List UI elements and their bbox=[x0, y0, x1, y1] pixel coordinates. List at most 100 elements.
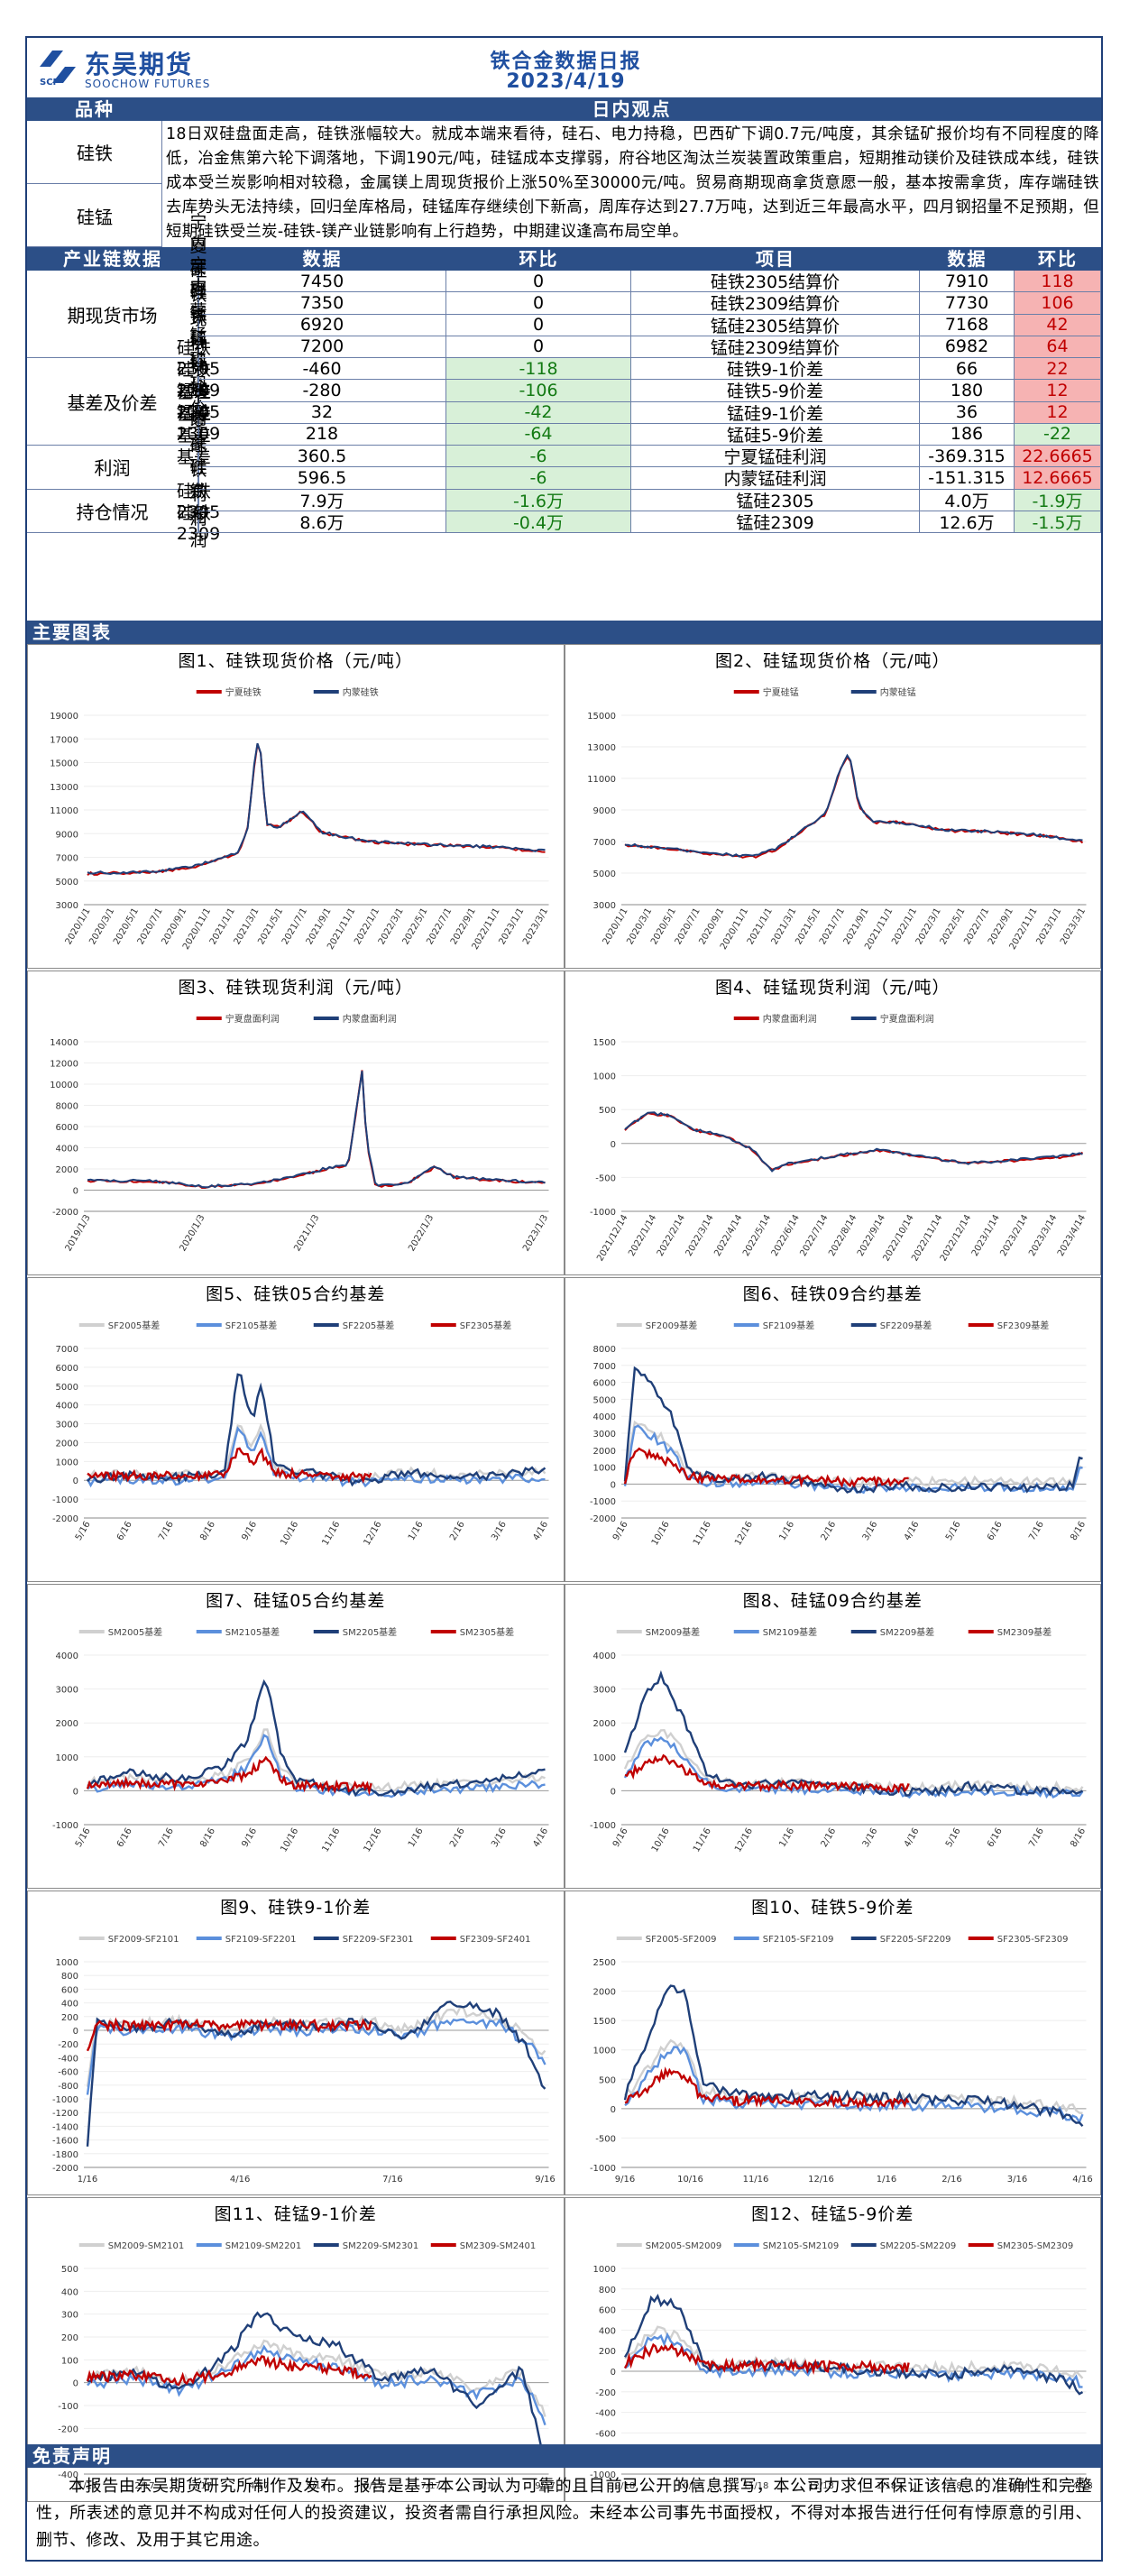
y-tick-label: -1000 bbox=[589, 2470, 615, 2480]
legend-label: SF2205-SF2209 bbox=[879, 1935, 951, 1945]
y-tick-label: 400 bbox=[61, 2000, 78, 2010]
y-tick-label: -200 bbox=[58, 2424, 78, 2434]
x-tick-label: 10/16 bbox=[649, 1826, 671, 1854]
y-tick-label: 2000 bbox=[56, 1439, 78, 1449]
view-col-header: 日内观点 bbox=[592, 98, 672, 120]
logo-en: SOOCHOW FUTURES bbox=[85, 78, 211, 90]
table-value: 0 bbox=[446, 271, 631, 293]
table-group-label: 期现货市场 bbox=[27, 271, 198, 358]
table-value: -369.315 bbox=[920, 446, 1015, 468]
series-line bbox=[623, 1670, 1083, 1798]
legend-label: SF2009-SF2101 bbox=[108, 1935, 179, 1945]
table-value: 7.9万 bbox=[198, 489, 446, 511]
legend-label: SM2105-SM2109 bbox=[762, 2241, 838, 2251]
chart-title: 图5、硅铁05合约基差 bbox=[206, 1284, 386, 1304]
variety-silicomanganese: 硅锰 bbox=[77, 206, 113, 228]
table-value: -0.4万 bbox=[446, 511, 631, 533]
chart-panel: 图2、硅锰现货价格（元/吨） 宁夏硅锰 内蒙硅锰 3000 5000 7000 9000 11… bbox=[564, 644, 1101, 969]
series-line bbox=[624, 1753, 910, 1794]
y-tick-label: -1000 bbox=[589, 1497, 615, 1507]
y-tick-label: -400 bbox=[595, 2409, 616, 2419]
x-tick-label: 7/16 bbox=[1027, 1826, 1046, 1849]
x-tick-label: 3/16 bbox=[490, 1826, 509, 1849]
chart-svg: SF2009基差 SF2109基差 SF2209基差 SF2309基差 -2000 -10… bbox=[589, 1320, 1087, 1547]
x-tick-label: 6/16 bbox=[115, 1520, 134, 1542]
x-tick-label: 12/16 bbox=[808, 2175, 834, 2185]
chart-svg: SF2005基差 SF2105基差 SF2205基差 SF2305基差 -2000 -10… bbox=[52, 1320, 550, 1547]
table-value: 0 bbox=[446, 292, 631, 315]
legend-label: SF2105基差 bbox=[225, 1320, 278, 1331]
table-value: 186 bbox=[920, 423, 1015, 446]
legend-label: SM2305基差 bbox=[460, 1626, 514, 1638]
table-value: 118 bbox=[1015, 271, 1101, 293]
table-value: -1.6万 bbox=[446, 489, 631, 511]
y-tick-label: 0 bbox=[73, 2379, 78, 2389]
x-tick-label: 8/17 bbox=[478, 2481, 498, 2491]
legend-label: 宁夏硅锰 bbox=[762, 686, 798, 698]
y-tick-label: -600 bbox=[595, 2429, 616, 2439]
variety-list: 硅铁 硅锰 bbox=[27, 121, 162, 247]
table-header: 产业链数据 数据 环比 项目 数据 环比 bbox=[27, 247, 1101, 271]
x-tick-label: 2/17 bbox=[134, 2481, 154, 2491]
legend-label: SF2305-SF2309 bbox=[996, 1935, 1068, 1945]
y-tick-label: 500 bbox=[598, 1106, 615, 1116]
y-tick-label: 200 bbox=[598, 2347, 615, 2357]
legend-label: SF2305基差 bbox=[460, 1320, 512, 1331]
x-tick-label: 2/16 bbox=[819, 1520, 838, 1542]
x-tick-label: 9/16 bbox=[614, 2175, 634, 2185]
x-tick-label: 11/16 bbox=[320, 1826, 342, 1854]
x-tick-label: 4/17 bbox=[249, 2481, 269, 2491]
table-value: 64 bbox=[1015, 336, 1101, 358]
legend-label: SM2305-SM2309 bbox=[996, 2241, 1072, 2251]
table-value: -151.315 bbox=[920, 467, 1015, 490]
charts-section-header: 主要图表 bbox=[27, 621, 1101, 644]
x-tick-label: 2/16 bbox=[448, 1826, 467, 1849]
x-tick-label: 2023/3/1 bbox=[521, 906, 550, 946]
y-tick-label: 4000 bbox=[56, 1651, 78, 1661]
legend-label: SM2309基差 bbox=[996, 1626, 1051, 1638]
table-value: 12 bbox=[1015, 380, 1101, 402]
y-tick-label: -400 bbox=[58, 2470, 78, 2480]
y-tick-label: 4000 bbox=[56, 1145, 78, 1155]
y-tick-label: 5000 bbox=[56, 878, 78, 888]
y-tick-label: 3000 bbox=[56, 1686, 78, 1696]
chart-title: 图10、硅铁5-9价差 bbox=[751, 1898, 914, 1918]
x-tick-label: 10/16 bbox=[279, 1826, 300, 1854]
x-tick-label: 7/16 bbox=[382, 2175, 402, 2185]
table-value: 7350 bbox=[198, 292, 446, 315]
chart-svg: 宁夏盘面利润 内蒙盘面利润 -2000 0 2000 4000 6000 8000 10000 1… bbox=[50, 1013, 550, 1253]
y-tick-label: -2000 bbox=[52, 1514, 78, 1524]
table-value: 0 bbox=[446, 336, 631, 358]
report-page: 铁合金数据日报 2023/4/19 SCF 东吴期货 SOOCHOW FUTUR… bbox=[25, 36, 1103, 2562]
chart-panel: 图10、硅铁5-9价差 SF2005-SF2009 SF2105-SF2109 SF2… bbox=[564, 1891, 1101, 2195]
y-tick-label: -1800 bbox=[52, 2150, 78, 2160]
y-tick-label: 2000 bbox=[592, 1447, 615, 1457]
x-tick-label: 12/16 bbox=[363, 1520, 384, 1547]
y-tick-label: 800 bbox=[61, 1972, 78, 1982]
y-tick-label: 1000 bbox=[592, 1753, 615, 1763]
y-tick-label: 2000 bbox=[592, 1988, 615, 1998]
y-tick-label: 0 bbox=[73, 1477, 78, 1486]
table-col-header: 环比 bbox=[1038, 248, 1078, 270]
y-tick-label: 9000 bbox=[592, 806, 615, 816]
y-tick-label: 1000 bbox=[592, 2047, 615, 2056]
x-tick-label: 11/18 bbox=[742, 2481, 768, 2491]
variety-col-header: 品种 bbox=[75, 98, 115, 120]
y-tick-label: 400 bbox=[61, 2287, 78, 2297]
y-tick-label: 5000 bbox=[592, 869, 615, 879]
legend-label: SM2005-SM2009 bbox=[645, 2241, 721, 2251]
x-tick-label: 4/16 bbox=[230, 2175, 250, 2185]
chart-title: 图7、硅锰05合约基差 bbox=[206, 1591, 386, 1611]
y-tick-label: 7000 bbox=[56, 854, 78, 864]
y-tick-label: 10000 bbox=[50, 1081, 78, 1090]
table-value: 32 bbox=[198, 401, 446, 424]
x-tick-label: 2021/1/3 bbox=[292, 1213, 321, 1253]
chart-panel: 图4、硅锰现货利润（元/吨） 内蒙盘面利润 宁夏盘面利润 -1000 -500 0 500 1… bbox=[564, 971, 1101, 1275]
chart-panel: 图9、硅铁9-1价差 SF2009-SF2101 SF2109-SF2201 SF22… bbox=[27, 1891, 565, 2195]
x-tick-label: 1/16 bbox=[407, 1826, 426, 1849]
legend-label: SF2309-SF2401 bbox=[460, 1935, 531, 1945]
legend-label: SF2205基差 bbox=[343, 1320, 395, 1331]
legend-label: SF2309基差 bbox=[996, 1320, 1049, 1331]
table-group-label: 持仓情况 bbox=[27, 489, 198, 533]
table-col-header: 环比 bbox=[519, 248, 559, 270]
